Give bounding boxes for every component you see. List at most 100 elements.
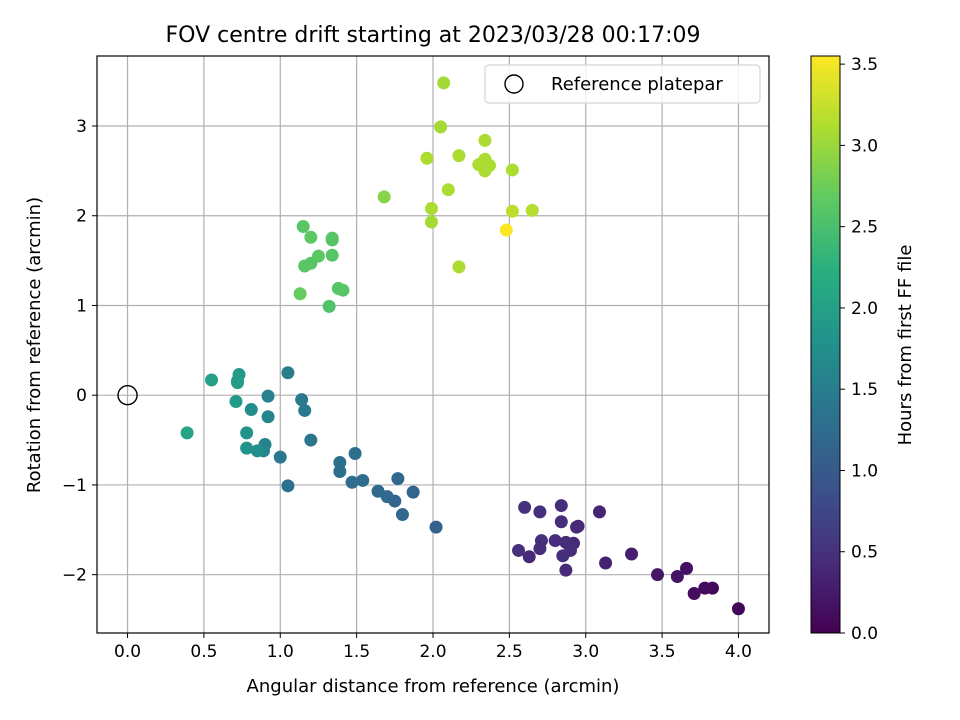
data-point <box>592 505 606 519</box>
y-tick-label: 3 <box>76 117 87 137</box>
data-point <box>293 287 307 301</box>
colorbar-tick-label: 0.0 <box>851 624 878 644</box>
data-point <box>483 158 497 172</box>
x-axis-ticks: 0.0 0.5 1.0 1.5 2.0 2.5 3.0 3.5 4.0 <box>114 633 752 662</box>
colorbar-frame <box>810 55 841 634</box>
data-point <box>559 563 573 577</box>
data-point <box>522 550 536 564</box>
data-point <box>556 549 570 563</box>
x-tick-label: 4.0 <box>725 642 752 662</box>
y-tick-label: −1 <box>62 476 87 496</box>
y-axis-label: Rotation from reference (arcmin) <box>24 197 45 493</box>
data-point <box>325 231 339 245</box>
data-point <box>180 426 194 440</box>
data-point <box>698 581 712 595</box>
data-point <box>599 556 613 570</box>
data-point <box>391 472 405 486</box>
reference-platepar-marker <box>117 385 138 406</box>
x-tick-label: 1.0 <box>267 642 294 662</box>
data-point <box>533 505 547 519</box>
colorbar-tick-label: 1.5 <box>851 380 878 400</box>
data-point <box>554 499 568 513</box>
data-point <box>281 479 295 493</box>
colorbar-tick-label: 2.0 <box>851 299 878 319</box>
data-point <box>331 281 345 295</box>
legend-box <box>484 64 761 104</box>
data-point <box>687 587 701 601</box>
colorbar-tick-label: 3.0 <box>851 136 878 156</box>
data-point <box>452 260 466 274</box>
data-point <box>559 535 573 549</box>
data-point <box>548 534 562 548</box>
data-point <box>499 223 513 237</box>
data-point <box>429 520 443 534</box>
data-point <box>281 366 295 380</box>
data-point <box>261 410 275 424</box>
data-point <box>356 473 370 487</box>
data-point <box>424 215 438 229</box>
x-tick-label: 3.5 <box>649 642 676 662</box>
colorbar-tick-label: 3.5 <box>851 55 878 75</box>
colorbar-tick-label: 0.5 <box>851 543 878 563</box>
data-point <box>273 450 287 464</box>
colorbar-label: Hours from first FF file <box>895 245 916 446</box>
data-point <box>680 561 694 575</box>
data-point <box>322 299 336 313</box>
colorbar-ticks: 0.0 0.5 1.0 1.5 2.0 2.5 3.0 3.5 <box>840 55 878 644</box>
data-point <box>406 485 420 499</box>
data-point <box>437 76 451 90</box>
data-point <box>244 403 258 417</box>
data-points <box>180 76 745 616</box>
data-point <box>554 515 568 529</box>
colorbar-tick-label: 1.0 <box>851 461 878 481</box>
data-point <box>240 441 254 455</box>
data-point <box>651 568 665 582</box>
data-point <box>333 464 347 478</box>
y-tick-label: 2 <box>76 207 87 227</box>
data-point <box>296 219 310 233</box>
data-point <box>231 376 245 390</box>
data-point <box>518 500 532 514</box>
data-point <box>205 373 219 387</box>
data-point <box>298 259 312 273</box>
colorbar-tick-label: 2.5 <box>851 218 878 238</box>
x-axis-label: Angular distance from reference (arcmin) <box>247 676 620 697</box>
data-point <box>261 389 275 403</box>
data-point <box>229 394 243 408</box>
data-point <box>325 248 339 262</box>
data-point <box>505 163 519 177</box>
y-tick-label: 1 <box>76 296 87 316</box>
data-point <box>731 602 745 616</box>
data-point <box>441 183 455 197</box>
data-point <box>377 190 391 204</box>
data-point <box>478 133 492 147</box>
data-point <box>250 444 264 458</box>
data-point <box>570 520 584 534</box>
data-point <box>452 149 466 163</box>
colorbar-gradient <box>811 56 840 633</box>
data-point <box>424 202 438 216</box>
data-point <box>304 230 318 244</box>
data-point <box>240 426 254 440</box>
y-axis-ticks: −2 −1 0 1 2 3 <box>62 117 97 586</box>
x-tick-label: 0.0 <box>114 642 141 662</box>
data-point <box>345 475 359 489</box>
data-point <box>295 393 309 407</box>
data-point <box>625 547 639 561</box>
x-tick-label: 3.0 <box>572 642 599 662</box>
data-point <box>395 508 409 522</box>
data-point <box>533 542 547 556</box>
reference-circle <box>117 385 138 406</box>
data-point <box>505 204 519 218</box>
chart-title: FOV centre drift starting at 2023/03/28 … <box>166 23 701 48</box>
data-point <box>434 120 448 134</box>
legend-entry: Reference platepar <box>551 74 723 95</box>
data-point <box>304 433 318 447</box>
x-tick-label: 2.5 <box>496 642 523 662</box>
data-point <box>420 151 434 165</box>
y-tick-label: 0 <box>76 386 87 406</box>
data-point <box>298 403 312 417</box>
legend: Reference platepar <box>484 64 761 104</box>
